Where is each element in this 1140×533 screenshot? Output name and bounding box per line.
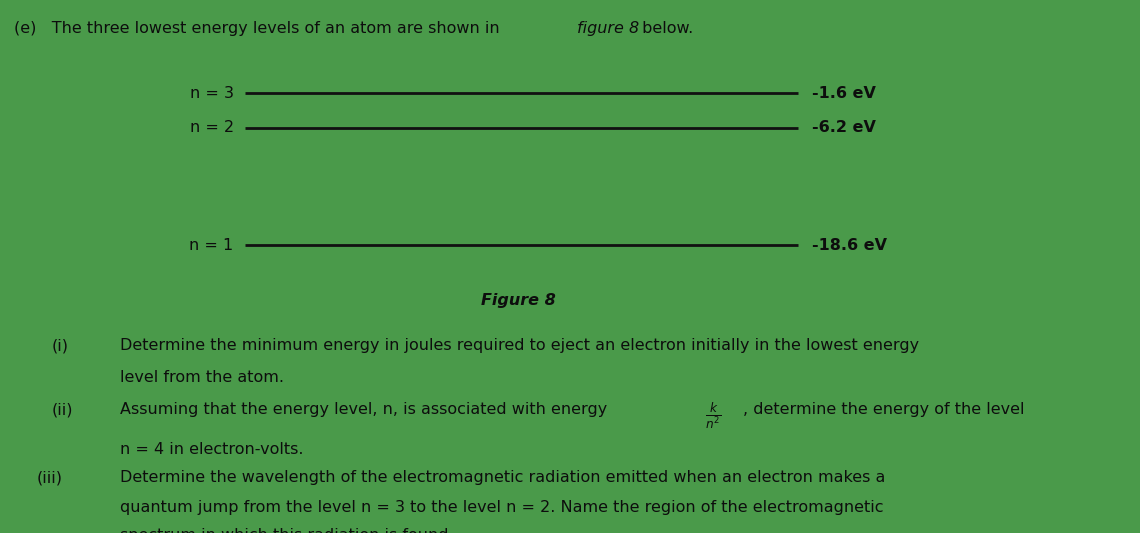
Text: n = 4 in electron-volts.: n = 4 in electron-volts. [120, 442, 303, 457]
Text: n = 2: n = 2 [189, 120, 234, 135]
Text: (iii): (iii) [36, 470, 63, 485]
Text: (e)   The three lowest energy levels of an atom are shown in: (e) The three lowest energy levels of an… [14, 21, 504, 36]
Text: Figure 8: Figure 8 [481, 293, 556, 308]
Text: quantum jump from the level n = 3 to the level n = 2. Name the region of the ele: quantum jump from the level n = 3 to the… [120, 500, 884, 515]
Text: below.: below. [637, 21, 693, 36]
Text: Determine the wavelength of the electromagnetic radiation emitted when an electr: Determine the wavelength of the electrom… [120, 470, 885, 485]
Text: -6.2 eV: -6.2 eV [812, 120, 876, 135]
Text: , determine the energy of the level: , determine the energy of the level [743, 402, 1025, 417]
Text: -18.6 eV: -18.6 eV [812, 238, 887, 253]
Text: (ii): (ii) [51, 402, 73, 417]
Text: -1.6 eV: -1.6 eV [812, 86, 876, 101]
Text: spectrum in which this radiation is found.: spectrum in which this radiation is foun… [120, 528, 454, 533]
Text: Assuming that the energy level, n, is associated with energy: Assuming that the energy level, n, is as… [120, 402, 612, 417]
Text: n = 1: n = 1 [189, 238, 234, 253]
Text: Determine the minimum energy in joules required to eject an electron initially i: Determine the minimum energy in joules r… [120, 338, 919, 353]
Text: level from the atom.: level from the atom. [120, 370, 284, 385]
Text: $\frac{k}{n^2}$: $\frac{k}{n^2}$ [705, 400, 720, 431]
Text: (i): (i) [51, 338, 68, 353]
Text: figure 8: figure 8 [577, 21, 638, 36]
Text: n = 3: n = 3 [189, 86, 234, 101]
